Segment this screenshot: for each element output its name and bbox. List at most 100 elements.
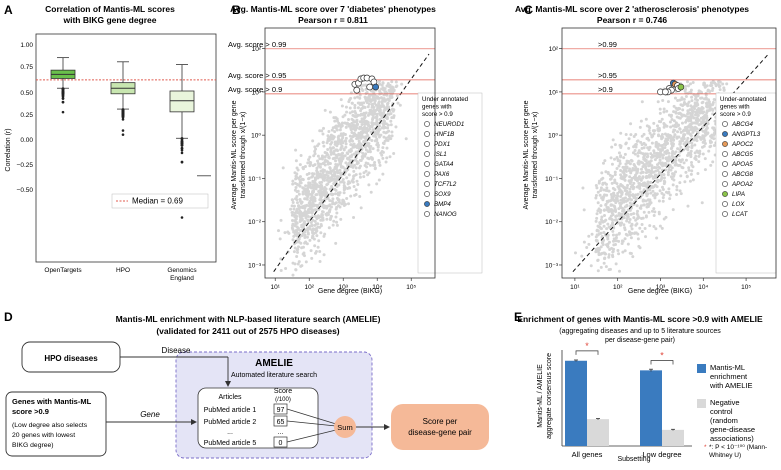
scatter-point bbox=[645, 202, 649, 206]
scatter-point bbox=[300, 206, 304, 210]
scatter-point bbox=[331, 192, 335, 196]
x-tick-label: 10⁴ bbox=[698, 284, 708, 291]
scatter-point bbox=[689, 172, 693, 176]
sig-bracket bbox=[650, 360, 674, 365]
scatter-point bbox=[669, 147, 673, 151]
scatter-point bbox=[650, 169, 654, 173]
scatter-point bbox=[711, 79, 715, 83]
panel-a-letter: A bbox=[4, 3, 13, 17]
legend-marker bbox=[722, 181, 728, 187]
scatter-point bbox=[374, 115, 378, 119]
scatter-point bbox=[607, 253, 611, 257]
scatter-point bbox=[689, 134, 693, 138]
scatter-point bbox=[386, 102, 390, 106]
legend-gene: APOA5 bbox=[731, 161, 753, 168]
scatter-point bbox=[625, 190, 629, 194]
scatter-point bbox=[626, 208, 630, 212]
scatter-point bbox=[695, 116, 699, 120]
scatter-point bbox=[657, 134, 661, 138]
scatter-point bbox=[295, 221, 299, 225]
disease-arrow-head bbox=[225, 381, 231, 387]
scatter-point bbox=[597, 248, 601, 252]
scatter-point bbox=[341, 177, 345, 181]
gene-point bbox=[677, 83, 685, 91]
category-label: Low degree bbox=[642, 450, 681, 459]
scatter-point bbox=[328, 176, 332, 180]
scatter-point bbox=[594, 235, 598, 239]
panel-e-subtitle-line1: (aggregating diseases and up to 5 litera… bbox=[559, 328, 721, 335]
scatter-point bbox=[306, 214, 310, 218]
panel-e-letter: E bbox=[514, 310, 522, 324]
scatter-point bbox=[625, 233, 629, 237]
scatter-point bbox=[629, 252, 633, 256]
scatter-point bbox=[681, 108, 685, 112]
scatter-point bbox=[306, 161, 310, 165]
scatter-point bbox=[642, 132, 646, 136]
scatter-point bbox=[669, 175, 673, 179]
scatter-point bbox=[691, 109, 695, 113]
panel-d: D Mantis-ML enrichment with NLP-based li… bbox=[4, 310, 489, 459]
scatter-point bbox=[611, 221, 615, 225]
scatter-point bbox=[695, 120, 699, 124]
scatter-point bbox=[623, 186, 627, 190]
scatter-point bbox=[349, 96, 353, 100]
scatter-point bbox=[333, 187, 337, 191]
scatter-point bbox=[383, 139, 387, 143]
score-ellipsis: ... bbox=[278, 429, 284, 436]
scatter-point bbox=[617, 164, 621, 168]
scatter-point bbox=[637, 175, 641, 179]
x-tick-label: 10² bbox=[613, 284, 623, 291]
scatter-point bbox=[297, 204, 301, 208]
scatter-point bbox=[703, 85, 707, 89]
scatter-point bbox=[721, 82, 725, 86]
category-label: All genes bbox=[572, 450, 603, 459]
scatter-point bbox=[623, 196, 627, 200]
scatter-point bbox=[291, 179, 295, 183]
scatter-point bbox=[301, 192, 305, 196]
scatter-point bbox=[326, 170, 330, 174]
scatter-point bbox=[615, 182, 619, 186]
scatter-point bbox=[615, 194, 619, 198]
panel-c-frame bbox=[561, 27, 777, 279]
scatter-point bbox=[322, 253, 326, 257]
scatter-point bbox=[347, 173, 351, 177]
scatter-point bbox=[627, 137, 631, 141]
scatter-point bbox=[343, 154, 347, 158]
scatter-point bbox=[392, 108, 396, 112]
scatter-point bbox=[390, 80, 394, 84]
scatter-point bbox=[315, 144, 319, 148]
scatter-point bbox=[642, 203, 646, 207]
scatter-point bbox=[611, 233, 615, 237]
scatter-point bbox=[318, 162, 322, 166]
panel-a-ytick: 0.25 bbox=[20, 112, 33, 119]
scatter-point bbox=[360, 119, 364, 123]
scatter-point bbox=[636, 192, 640, 196]
scatter-point bbox=[619, 173, 623, 177]
scatter-point bbox=[684, 158, 688, 162]
scatter-point bbox=[630, 227, 634, 231]
scatter-point bbox=[708, 108, 712, 112]
scatter-point bbox=[703, 141, 707, 145]
scatter-point bbox=[654, 169, 658, 173]
panel-e-title: Enrichment of genes with Mantis-ML score… bbox=[517, 314, 763, 324]
scatter-point bbox=[346, 202, 350, 206]
scatter-point bbox=[706, 104, 710, 108]
scatter-point bbox=[342, 188, 346, 192]
scatter-point bbox=[632, 232, 636, 236]
scatter-point bbox=[691, 80, 695, 84]
panel-c-letter: C bbox=[524, 3, 533, 17]
scatter-point bbox=[364, 96, 368, 100]
scatter-point bbox=[671, 208, 675, 212]
panel-b-frame bbox=[264, 27, 436, 279]
scatter-point bbox=[332, 173, 336, 177]
scatter-point bbox=[621, 197, 625, 201]
scatter-point bbox=[316, 205, 320, 209]
scatter-point bbox=[292, 230, 296, 234]
panel-b-xlabel: Gene degree (BIKG) bbox=[318, 288, 382, 295]
scatter-point bbox=[333, 202, 337, 206]
scatter-point bbox=[367, 123, 371, 127]
legend-title: score > 0.9 bbox=[720, 111, 751, 118]
scatter-point bbox=[656, 163, 660, 167]
sig-bracket bbox=[575, 350, 599, 355]
scatter-point bbox=[613, 170, 617, 174]
